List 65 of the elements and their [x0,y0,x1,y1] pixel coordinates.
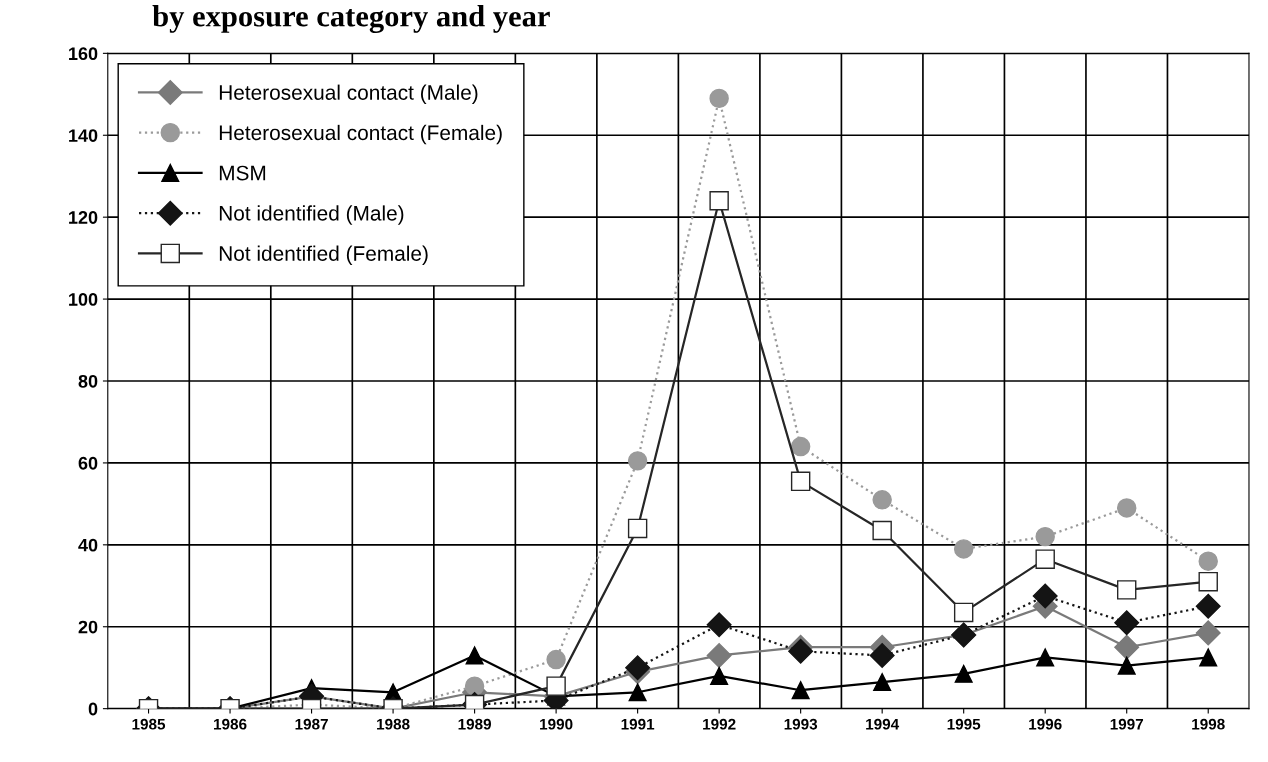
point [1117,656,1136,675]
point [1195,620,1221,646]
point [709,88,729,109]
point [953,602,974,623]
y-tick-label: 0 [88,702,98,716]
legend-label: Heterosexual contact (Male) [219,84,478,104]
point [1116,498,1137,518]
point [465,646,484,665]
x-tick-label: 1994 [866,718,900,730]
y-tick-label: 40 [78,538,98,552]
point [706,642,732,668]
x-tick-label: 1990 [540,718,573,730]
point [627,518,648,539]
y-tick-label: 100 [69,293,98,306]
point [790,436,811,457]
point [627,451,648,471]
x-tick-label: 1993 [784,718,818,730]
point [954,664,973,683]
point [628,683,647,702]
point [869,642,895,668]
x-tick-label: 1986 [214,718,247,730]
point [1036,648,1055,667]
point [791,681,810,700]
point [1198,571,1218,592]
point [1199,648,1218,667]
legend-label: Heterosexual contact (Female) [219,124,502,145]
x-tick-label: 1996 [1029,718,1062,730]
point [709,191,729,211]
point [790,471,811,492]
point [1114,634,1140,660]
x-tick-label: 1992 [703,718,736,730]
y-tick-label: 60 [78,456,98,470]
y-tick-label: 20 [78,620,98,634]
legend-label: Not identified (Male) [219,205,404,225]
legend-label: Not identified (Female) [219,245,428,266]
x-tick-label: 1987 [295,718,328,730]
point [873,673,892,692]
x-tick-label: 1985 [132,718,166,730]
point [872,490,892,510]
x-tick-label: 1991 [621,718,655,730]
point [953,539,974,559]
point [1116,580,1137,600]
y-tick-label: 120 [69,211,98,224]
point [710,666,729,685]
x-tick-label: 1995 [947,718,981,730]
point [872,520,892,541]
y-tick-label: 160 [69,47,98,61]
chart-title: by exposure category and year [152,5,550,34]
point [1032,583,1058,609]
point [1035,526,1055,547]
point [546,649,566,670]
y-tick-label: 140 [69,129,98,142]
point [1198,551,1218,571]
y-tick-label: 80 [78,374,98,388]
point [464,676,485,696]
x-tick-label: 1998 [1192,718,1225,730]
legend-label: MSM [219,165,266,181]
x-tick-label: 1988 [377,718,410,730]
point [706,612,732,638]
point [1035,549,1055,569]
x-tick-label: 1989 [458,718,492,730]
point [1114,610,1140,636]
x-tick-label: 1997 [1110,718,1144,730]
point [546,676,566,696]
point [1195,593,1221,619]
